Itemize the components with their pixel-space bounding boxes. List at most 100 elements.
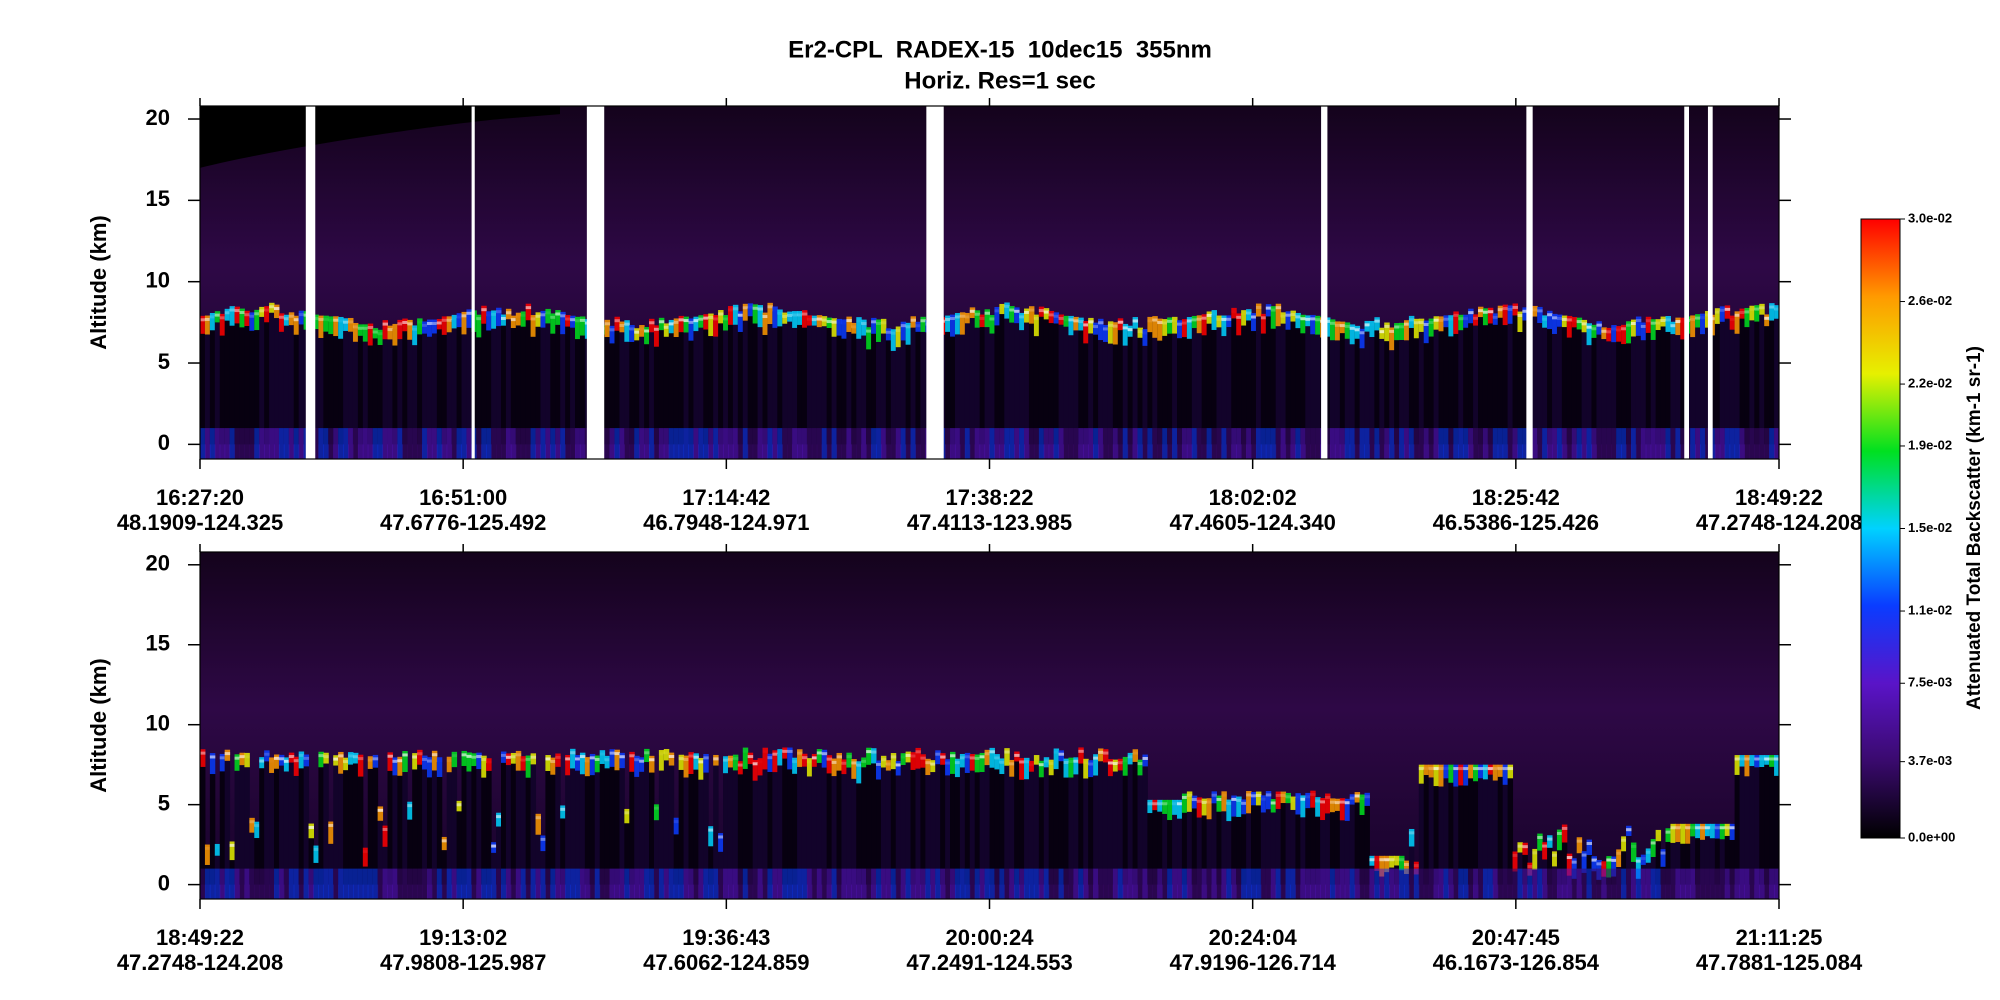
- attenuated-column: [900, 326, 907, 445]
- cloud-top: [1482, 308, 1489, 326]
- attenuated-column: [1024, 762, 1030, 885]
- cloud-core: [737, 313, 744, 317]
- cloud-core: [861, 322, 867, 326]
- surface-return: [1517, 428, 1523, 459]
- surface-return: [214, 868, 221, 899]
- surface-return: [313, 868, 319, 899]
- cloud-top: [1201, 798, 1208, 816]
- cloud-top: [742, 303, 749, 321]
- attenuated-column: [1088, 322, 1094, 445]
- attenuated-column: [1418, 769, 1425, 885]
- surface-return: [545, 868, 551, 899]
- surface-return: [584, 868, 591, 899]
- surface-return: [348, 868, 354, 899]
- surface-return: [1024, 868, 1030, 899]
- cloud-top: [1591, 324, 1597, 338]
- surface-return: [1507, 868, 1514, 899]
- surface-return: [496, 428, 502, 459]
- colorbar-tick-label: 1.5e-02: [1908, 520, 1952, 535]
- cloud-core: [1334, 323, 1341, 327]
- cloud-top: [782, 312, 788, 324]
- attenuated-column: [1014, 756, 1020, 885]
- cloud-top: [1339, 798, 1346, 821]
- cloud-core: [1399, 325, 1405, 329]
- cloud-top: [1468, 308, 1474, 324]
- cloud-top: [851, 322, 857, 334]
- attenuated-column: [1438, 321, 1444, 445]
- attenuated-column: [604, 760, 611, 885]
- surface-return: [880, 868, 887, 899]
- attenuated-column: [1561, 320, 1568, 445]
- cloud-top: [1675, 823, 1681, 843]
- data-gap: [586, 106, 605, 459]
- surface-return: [328, 428, 334, 459]
- attenuated-column: [935, 755, 941, 885]
- attenuated-column: [525, 308, 532, 445]
- cloud-core: [821, 318, 828, 322]
- cloud-top: [446, 316, 453, 333]
- cloud-core: [1181, 795, 1188, 799]
- cloud-top: [787, 311, 793, 322]
- cloud-top: [274, 754, 280, 769]
- attenuated-column: [343, 762, 349, 885]
- surface-return: [1492, 868, 1499, 899]
- cloud-core: [950, 754, 956, 758]
- cloud-core: [614, 752, 620, 756]
- surface-return: [1236, 868, 1242, 899]
- cloud-core: [1463, 767, 1469, 771]
- attenuated-column: [387, 757, 393, 885]
- cloud-top: [1132, 317, 1139, 329]
- cloud-core: [1408, 318, 1415, 322]
- surface-return: [604, 428, 611, 459]
- attenuated-column: [1068, 762, 1074, 885]
- surface-return: [900, 868, 907, 899]
- attenuated-column: [752, 309, 759, 445]
- cloud-core: [318, 318, 324, 322]
- y-tick-label: 10: [146, 711, 170, 736]
- cloud-top: [387, 325, 393, 340]
- attenuated-column: [624, 813, 630, 885]
- cloud-top: [900, 321, 907, 341]
- cloud-top: [461, 750, 467, 766]
- attenuated-column: [1186, 796, 1193, 885]
- cloud-core: [1033, 317, 1040, 321]
- attenuated-column: [678, 759, 685, 885]
- cloud-top: [658, 317, 665, 331]
- cloud-core: [1379, 858, 1385, 862]
- cloud-core: [254, 312, 260, 316]
- surface-return: [861, 428, 867, 459]
- cloud-top: [841, 759, 847, 775]
- cloud-top: [979, 752, 986, 773]
- attenuated-column: [1433, 321, 1440, 445]
- attenuated-column: [1497, 769, 1504, 885]
- cloud-top: [1700, 823, 1706, 840]
- attenuated-column: [658, 322, 665, 445]
- cloud-core: [1611, 327, 1617, 331]
- cloud-top: [545, 308, 551, 324]
- attenuated-column: [1334, 803, 1341, 885]
- cloud-core: [1621, 327, 1627, 331]
- attenuated-column: [1251, 796, 1257, 885]
- cloud-top: [1512, 303, 1518, 316]
- cloud-top: [486, 311, 492, 331]
- cloud-top: [446, 756, 453, 773]
- surface-return: [945, 428, 951, 459]
- attenuated-column: [851, 327, 857, 445]
- cloud-core: [1073, 319, 1079, 323]
- surface-return: [333, 868, 339, 899]
- cloud-core: [658, 320, 665, 324]
- cloud-core: [1255, 793, 1262, 797]
- surface-return: [1453, 868, 1459, 899]
- cloud-core: [417, 752, 423, 756]
- surface-return: [1660, 868, 1667, 899]
- cloud-core: [525, 757, 532, 761]
- attenuated-column: [910, 756, 916, 885]
- surface-return: [224, 868, 231, 899]
- colorbar: [1860, 218, 1901, 839]
- cloud-top: [249, 312, 255, 331]
- cloud-core: [249, 820, 255, 824]
- surface-return: [925, 868, 931, 899]
- attenuated-column: [224, 313, 231, 445]
- cloud-core: [491, 312, 497, 316]
- cloud-core: [1216, 797, 1222, 801]
